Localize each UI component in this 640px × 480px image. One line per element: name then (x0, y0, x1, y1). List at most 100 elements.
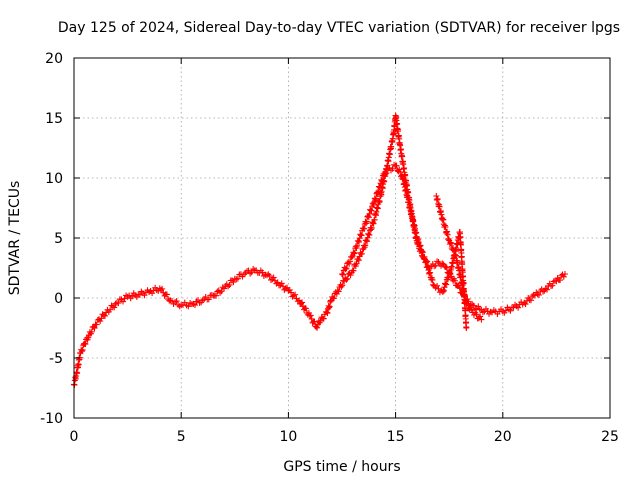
data-point (419, 249, 426, 256)
data-point (376, 183, 383, 190)
y-axis-label: SDTVAR / TECUs (7, 181, 23, 296)
data-point (344, 275, 351, 282)
data-point (163, 291, 170, 298)
data-point (417, 242, 424, 249)
data-point (423, 259, 430, 266)
data-point (350, 267, 357, 274)
data-point (82, 341, 89, 348)
data-point (335, 288, 342, 295)
data-point (320, 315, 327, 322)
data-point (534, 291, 541, 298)
data-point (290, 292, 297, 299)
tick-layer: 0 5 10 15 20 25 -10 -5 0 5 10 15 20 (40, 51, 619, 445)
data-point (367, 206, 374, 213)
data-point (88, 328, 95, 335)
plot-frame (73, 57, 611, 419)
data-point (314, 324, 321, 331)
data-point (266, 272, 273, 279)
x-tick-label: 25 (601, 429, 619, 445)
data-point (218, 288, 225, 295)
data-point (351, 250, 358, 257)
data-point (79, 347, 86, 354)
data-point (355, 257, 362, 264)
data-point (375, 188, 382, 195)
data-point (270, 274, 277, 281)
data-point (278, 280, 285, 287)
data-point (463, 325, 470, 331)
data-point (292, 291, 299, 298)
data-point (415, 239, 422, 246)
data-point (478, 316, 485, 323)
data-point (361, 225, 368, 232)
data-point (388, 143, 395, 150)
x-tick-label: 15 (387, 429, 405, 445)
x-tick-label: 20 (494, 429, 512, 445)
data-point (339, 271, 345, 277)
data-point (464, 300, 471, 307)
data-point (208, 291, 215, 298)
data-point (343, 265, 350, 272)
data-point (219, 284, 226, 291)
y-tick-label: 15 (45, 111, 63, 127)
data-point (429, 276, 436, 283)
data-point (515, 304, 522, 311)
data-point (378, 176, 385, 183)
data-point (379, 177, 386, 184)
data-point (368, 226, 375, 233)
data-point (263, 272, 270, 279)
data-point (357, 231, 364, 238)
chart-title: Day 125 of 2024, Sidereal Day-to-day VTE… (58, 20, 620, 36)
data-point (248, 269, 255, 276)
data-point (440, 286, 447, 293)
data-point (540, 288, 546, 295)
data-point (560, 273, 567, 280)
data-point (442, 264, 449, 271)
data-point (450, 247, 457, 254)
data-point (288, 289, 295, 296)
data-point (452, 277, 459, 284)
data-point (557, 277, 564, 284)
data-point (97, 318, 104, 325)
data-point (339, 282, 346, 289)
y-tick-label: -5 (49, 351, 63, 367)
data-point (354, 242, 361, 249)
data-point (442, 223, 449, 230)
data-point (370, 201, 377, 208)
data-point (93, 321, 100, 328)
data-point (507, 307, 514, 314)
data-point (434, 282, 441, 289)
grid-layer (74, 58, 610, 418)
data-point (473, 311, 480, 318)
data-point (365, 230, 372, 237)
data-point (419, 248, 426, 255)
data-point (342, 266, 349, 273)
data-point (111, 304, 118, 311)
data-point (91, 325, 98, 332)
data-point (442, 280, 449, 287)
data-point (451, 251, 458, 258)
data-point (112, 300, 119, 307)
data-point (302, 305, 309, 312)
data-point (226, 281, 233, 288)
data-point (426, 270, 433, 277)
data-point (424, 264, 431, 271)
data-point (334, 287, 341, 294)
data-point (347, 258, 354, 265)
data-point (173, 298, 180, 305)
data-point (372, 195, 379, 202)
data-point (561, 271, 568, 277)
data-point (443, 281, 450, 288)
data-point (531, 292, 538, 299)
data-point (549, 282, 556, 289)
data-point (383, 170, 390, 177)
data-point (185, 303, 192, 310)
data-point (544, 286, 551, 293)
data-point (427, 269, 434, 276)
data-point (374, 190, 381, 197)
data-point (205, 296, 212, 303)
data-point (416, 243, 423, 250)
data-point (353, 260, 360, 267)
data-point (274, 279, 281, 286)
data-point (370, 220, 377, 227)
